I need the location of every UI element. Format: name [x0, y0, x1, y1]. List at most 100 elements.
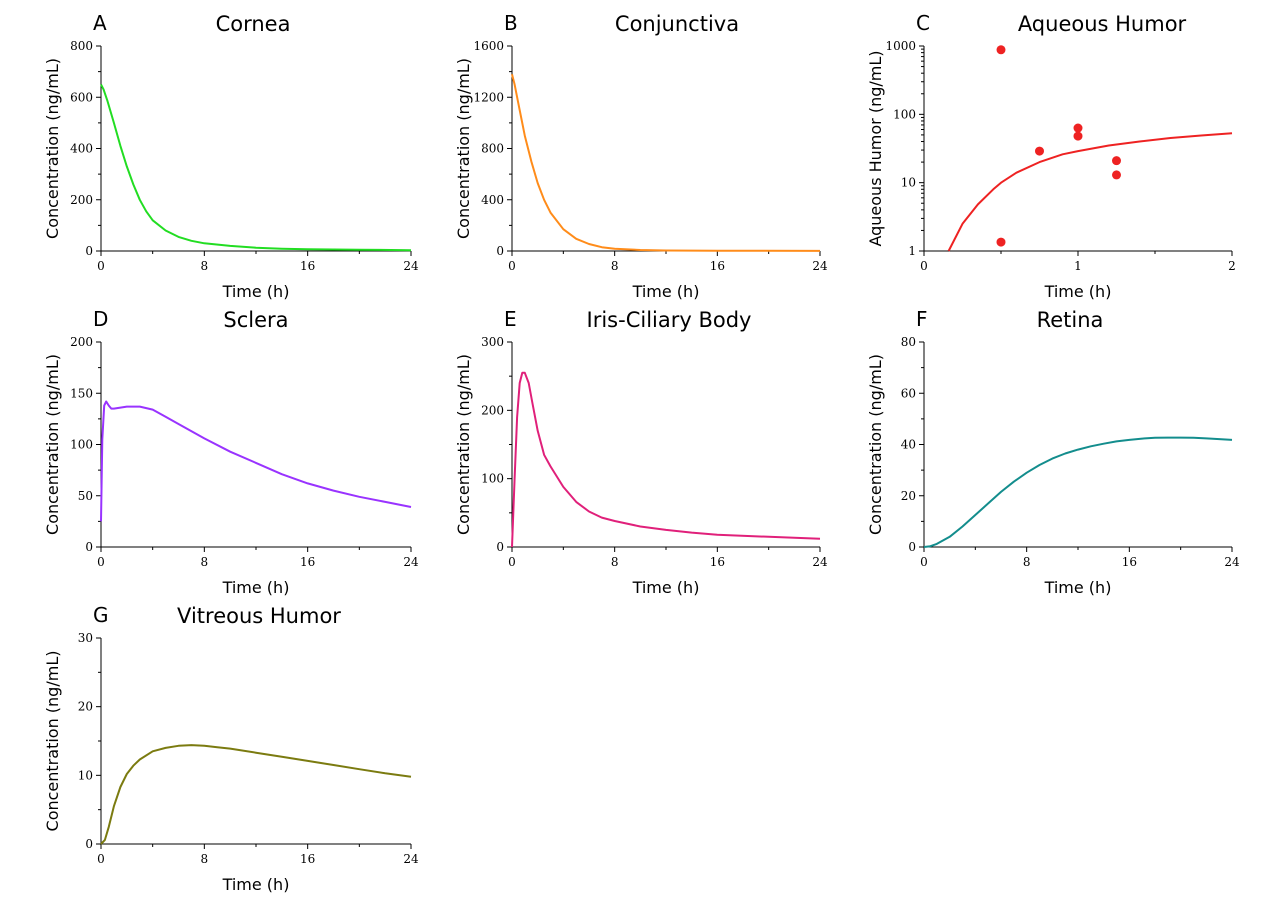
y-tick-label: 200 — [70, 193, 93, 207]
chart-title: Aqueous Humor — [1018, 12, 1187, 36]
x-tick-label: 0 — [97, 852, 105, 866]
chart-title: Vitreous Humor — [177, 604, 341, 628]
x-tick-label: 0 — [508, 555, 516, 569]
y-tick-label: 1600 — [473, 39, 504, 53]
x-tick-label: 24 — [812, 555, 828, 569]
y-axis-label: Concentration (ng/mL) — [43, 651, 62, 832]
chart-panel-d: D Sclera 0 8 16 24 0 50 100 150 200 Time (h) Concent… — [43, 307, 419, 597]
chart-title: Retina — [1037, 308, 1104, 332]
x-tick-label: 8 — [1023, 555, 1031, 569]
x-tick-label: 0 — [97, 259, 105, 273]
data-point — [1073, 123, 1083, 133]
y-tick-label: 60 — [901, 386, 916, 400]
data-point — [1073, 131, 1083, 141]
chart-panel-a: A Cornea 0 8 16 24 0 200 400 600 800 Time (h) Concen… — [43, 11, 419, 301]
x-tick-label: 24 — [1224, 555, 1240, 569]
x-tick-label: 16 — [300, 555, 315, 569]
x-axis-label: Time (h) — [222, 875, 290, 894]
y-tick-label: 0 — [85, 244, 93, 258]
x-tick-label: 16 — [300, 852, 315, 866]
x-axis-label: Time (h) — [1044, 578, 1112, 597]
y-tick-label: 40 — [901, 438, 916, 452]
series-line-conjunctiva — [511, 73, 821, 252]
y-tick-label: 0 — [85, 540, 93, 554]
y-tick-label: 400 — [481, 193, 504, 207]
x-tick-label: 16 — [710, 555, 725, 569]
y-tick-label: 1000 — [885, 39, 916, 53]
chart-panel-e: E Iris-Ciliary Body 0 8 16 24 0 100 200 300 Time (… — [454, 307, 828, 597]
y-axis-label: Concentration (ng/mL) — [454, 58, 473, 239]
series-line-cornea — [100, 83, 412, 252]
y-tick-label: 150 — [70, 386, 93, 400]
x-tick-label: 24 — [403, 555, 419, 569]
y-tick-label: 200 — [481, 403, 504, 417]
y-axis-label: Concentration (ng/mL) — [43, 58, 62, 239]
x-tick-label: 0 — [920, 555, 928, 569]
y-axis-label: Concentration (ng/mL) — [866, 354, 885, 535]
y-tick-label: 100 — [893, 107, 916, 121]
panel-letter: C — [916, 11, 930, 35]
y-tick-label: 800 — [70, 39, 93, 53]
x-tick-label: 0 — [97, 555, 105, 569]
y-tick-label: 30 — [78, 631, 93, 645]
y-tick-label: 100 — [481, 472, 504, 486]
y-tick-label: 0 — [496, 540, 504, 554]
data-point — [1112, 156, 1121, 166]
y-tick-label: 20 — [78, 700, 93, 714]
chart-title: Cornea — [216, 12, 291, 36]
x-axis-label: Time (h) — [222, 578, 290, 597]
y-tick-label: 300 — [481, 335, 504, 349]
chart-title: Conjunctiva — [615, 12, 739, 36]
panel-letter: B — [504, 11, 518, 35]
y-tick-label: 50 — [78, 489, 93, 503]
series-line-retina — [923, 436, 1233, 548]
y-tick-label: 600 — [70, 90, 93, 104]
series-line-vitreous-humor — [100, 744, 412, 845]
x-tick-label: 0 — [508, 259, 516, 273]
x-axis-label: Time (h) — [1044, 282, 1112, 301]
y-tick-label: 1 — [908, 244, 916, 258]
x-tick-label: 8 — [201, 852, 209, 866]
y-tick-label: 80 — [901, 335, 916, 349]
y-tick-label: 1200 — [473, 90, 504, 104]
y-tick-label: 200 — [70, 335, 93, 349]
x-tick-label: 8 — [611, 259, 619, 273]
y-tick-label: 100 — [70, 438, 93, 452]
x-tick-label: 1 — [1074, 259, 1082, 273]
x-tick-label: 16 — [710, 259, 725, 273]
y-tick-label: 0 — [85, 837, 93, 851]
panel-letter: G — [93, 603, 109, 627]
y-axis-label: Concentration (ng/mL) — [43, 354, 62, 535]
panel-letter: D — [93, 307, 108, 331]
series-line-sclera — [100, 400, 412, 522]
series-line-iris-ciliary-body — [511, 371, 821, 548]
chart-title: Iris-Ciliary Body — [587, 308, 752, 332]
y-axis-label: Concentration (ng/mL) — [454, 354, 473, 535]
data-point — [996, 45, 1006, 55]
x-tick-label: 0 — [920, 259, 928, 273]
panel-letter: E — [504, 307, 517, 331]
x-tick-label: 8 — [201, 259, 209, 273]
y-tick-label: 10 — [901, 176, 916, 190]
chart-panel-f: F Retina 0 8 16 24 0 20 40 60 80 Time (h) Concentrat… — [866, 307, 1240, 597]
x-tick-label: 24 — [403, 852, 419, 866]
x-tick-label: 8 — [201, 555, 209, 569]
chart-panel-g: G Vitreous Humor 0 8 16 24 0 10 20 30 Time (h) Conc… — [43, 603, 419, 894]
chart-panel-b: B Conjunctiva 0 8 16 24 0 400 800 1200 1600 Time (h… — [454, 11, 828, 301]
y-tick-label: 20 — [901, 489, 916, 503]
y-tick-label: 0 — [908, 540, 916, 554]
series-line-model — [947, 132, 1233, 252]
y-axis-label: Aqueous Humor (ng/mL) — [866, 50, 885, 246]
data-point — [1112, 170, 1121, 180]
x-axis-label: Time (h) — [632, 282, 700, 301]
x-tick-label: 24 — [812, 259, 828, 273]
y-tick-label: 400 — [70, 142, 93, 156]
data-point — [996, 237, 1006, 247]
panel-letter: F — [916, 307, 928, 331]
chart-title: Sclera — [223, 308, 288, 332]
x-tick-label: 8 — [611, 555, 619, 569]
panel-letter: A — [93, 11, 107, 35]
y-tick-label: 10 — [78, 768, 93, 782]
